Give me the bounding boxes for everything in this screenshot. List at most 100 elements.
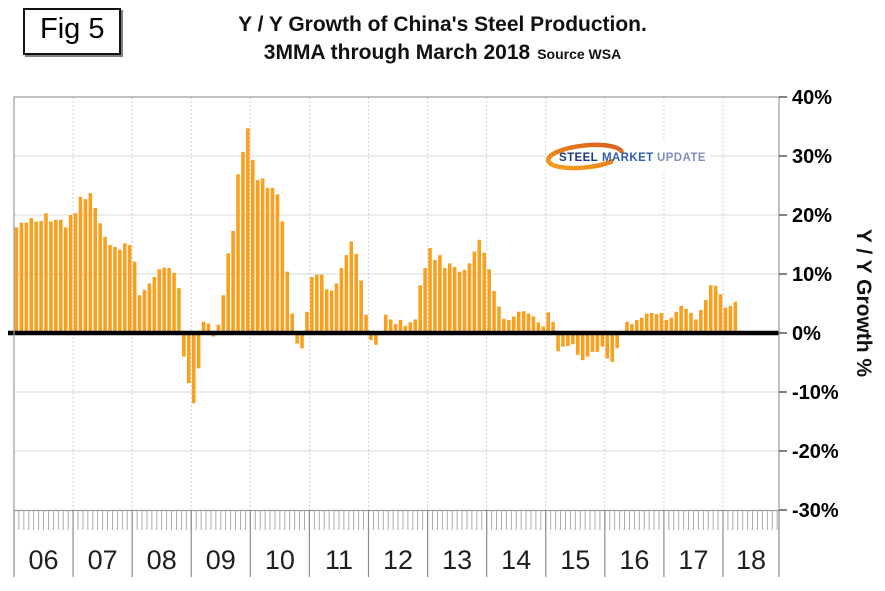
bar [305, 311, 309, 333]
logo-word-market: MARKET [602, 152, 654, 164]
year-label: 09 [206, 545, 236, 575]
bar [571, 333, 575, 345]
y-tick-label: 30% [792, 146, 832, 168]
bar [516, 311, 521, 333]
y-tick-label: -10% [792, 382, 839, 404]
chart-title-line1: Y / Y Growth of China's Steel Production… [238, 13, 647, 36]
bar [383, 314, 388, 333]
bar [324, 289, 329, 333]
bar [157, 269, 162, 333]
bar [654, 314, 659, 333]
chart-title-line2: 3MMA through March 2018 Source WSA [0, 41, 885, 65]
bar [536, 322, 541, 333]
bar [408, 322, 413, 333]
bar [250, 160, 255, 333]
bar [580, 333, 585, 361]
bar [137, 295, 142, 333]
bar [531, 316, 536, 333]
bar [132, 261, 137, 333]
bar [142, 289, 147, 333]
bar [369, 333, 373, 341]
year-label: 06 [29, 545, 59, 575]
bar [315, 274, 319, 333]
bar [19, 222, 24, 333]
bar [58, 219, 63, 333]
bar [186, 333, 191, 384]
bar [280, 221, 285, 333]
bar [467, 263, 472, 333]
bar [216, 324, 221, 333]
bar [24, 222, 29, 333]
plot-border [13, 96, 780, 512]
figure-number-label: Fig 5 [40, 13, 105, 45]
bar [182, 333, 186, 357]
bar [398, 320, 403, 333]
bar [88, 193, 93, 333]
bar [733, 301, 738, 333]
bar [403, 325, 408, 333]
bar [689, 312, 693, 333]
bar [226, 253, 230, 333]
bar [703, 299, 708, 333]
bar [413, 319, 418, 333]
bar [44, 213, 48, 333]
bar [551, 321, 555, 333]
bar [630, 324, 634, 333]
bar [83, 199, 88, 333]
bar [14, 227, 19, 333]
bar [167, 268, 171, 333]
bar [438, 255, 442, 333]
bar [443, 268, 447, 333]
bar [39, 220, 43, 333]
y-axis-ticks-and-labels: 40% 30% 20% 10% 0% -10% -20% -30% [779, 87, 839, 522]
bar [728, 305, 733, 333]
bar [541, 326, 546, 333]
bar [54, 219, 58, 333]
bar [526, 313, 531, 333]
bar [295, 333, 299, 344]
logo-swoosh-icon [545, 142, 625, 171]
bar [418, 285, 422, 333]
bar [521, 311, 526, 333]
bar [388, 319, 393, 333]
bar [68, 215, 73, 333]
year-label: 10 [265, 545, 295, 575]
bar [590, 333, 595, 352]
figure-number-box: Fig 5 [23, 8, 122, 55]
bar [610, 333, 615, 362]
bar [644, 313, 649, 333]
y-tick-label: 10% [792, 264, 832, 286]
bar [625, 321, 629, 333]
bar [433, 259, 437, 333]
y-tick-label: -30% [792, 500, 839, 522]
bar [118, 249, 122, 333]
bar [103, 236, 107, 333]
bar [241, 151, 245, 333]
bar [310, 276, 314, 333]
bar [649, 312, 654, 333]
bar [221, 295, 226, 333]
bar [669, 317, 674, 333]
bar [546, 312, 551, 333]
bar [492, 291, 496, 333]
bar [674, 311, 679, 333]
bar [93, 207, 98, 333]
bar [615, 333, 619, 349]
bar [359, 280, 363, 333]
bar [457, 271, 462, 333]
bar [472, 251, 477, 333]
bar [708, 285, 713, 333]
bar [162, 267, 166, 333]
year-label: 13 [442, 545, 472, 575]
x-axis-ticks-and-labels: 06 07 08 09 10 11 12 13 14 15 16 17 18 [13, 510, 780, 577]
bar-series [14, 128, 738, 404]
bar [664, 320, 669, 333]
bar [462, 269, 467, 333]
bar [477, 239, 482, 333]
chart-subtitle: 3MMA through March 2018 [263, 41, 531, 64]
source-note: Source WSA [537, 46, 622, 62]
bar [502, 318, 506, 333]
bar [723, 307, 728, 333]
title-block: Y / Y Growth of China's Steel Production… [0, 0, 885, 65]
